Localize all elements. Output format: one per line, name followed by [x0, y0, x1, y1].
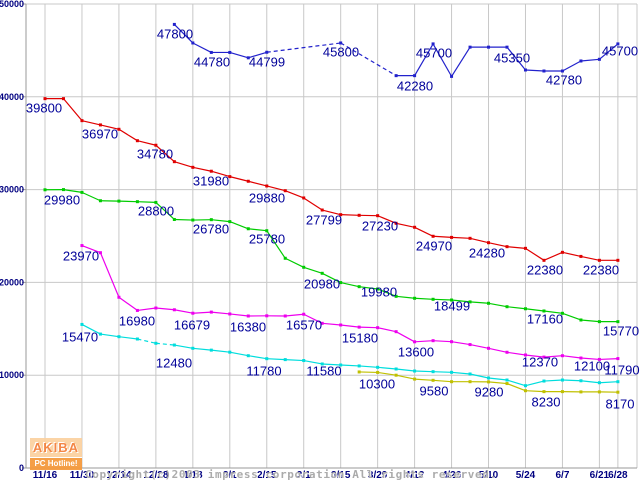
series-olive: 10300 9580 9280 8230 8170 [357, 370, 635, 412]
point-label: 16380 [230, 320, 266, 335]
point-label: 22380 [527, 263, 563, 278]
point-label: 17160 [527, 312, 563, 327]
y-axis-labels: 0 10000 20000 30000 40000 50000 [0, 0, 26, 473]
point-label: 11580 [306, 364, 341, 379]
point-label: 9580 [420, 384, 449, 399]
point-label: 28800 [138, 204, 174, 219]
point-label: 11790 [604, 363, 639, 378]
x-tick-label: 3/1 [297, 470, 311, 480]
point-label: 45800 [323, 45, 359, 60]
series-green: 29980 28800 26780 25780 20980 19980 18499 17160… [43, 188, 639, 339]
point-label: 34780 [137, 147, 173, 162]
akiba-pc-hotline-logo: AKIBA PC Hotline! [30, 438, 82, 470]
x-tick-label: 11/16 [33, 470, 58, 480]
point-label: 25780 [249, 232, 285, 247]
point-label: 44780 [194, 55, 230, 70]
point-label: 12100 [574, 359, 610, 374]
point-label: 15770 [603, 324, 639, 339]
x-tick-label: 2/15 [257, 470, 277, 480]
point-label: 27230 [362, 219, 398, 234]
akiba-logo-title: AKIBA [30, 438, 82, 457]
point-label: 31980 [193, 174, 229, 189]
x-tick-label: 3/29 [368, 470, 388, 480]
point-label: 39800 [26, 101, 62, 116]
series-cyan: 15470 12480 11780 11580 [62, 322, 620, 388]
y-tick-label: 10000 [0, 370, 24, 380]
x-tick-label: 11/30 [70, 470, 95, 480]
point-label: 44799 [249, 55, 285, 70]
x-tick-label: 6/21 [590, 470, 610, 480]
point-label: 36970 [82, 127, 118, 142]
copyright-line-1: Copyright(c)2003 impress corporation All… [85, 468, 497, 480]
point-label: 12480 [156, 356, 192, 371]
series-red: 39800 36970 34780 31980 29880 27799 27230 24970… [26, 97, 620, 278]
x-tick-label: 4/26 [442, 470, 462, 480]
point-label: 16980 [119, 314, 155, 329]
point-label: 22380 [583, 263, 619, 278]
point-label: 29880 [249, 191, 285, 206]
y-tick-label: 50000 [0, 0, 24, 9]
point-label: 20980 [304, 277, 340, 292]
point-label: 26780 [193, 222, 229, 237]
point-label: 45350 [494, 51, 530, 66]
point-label: 24970 [416, 239, 452, 254]
point-label: 45700 [416, 46, 452, 61]
copyright-text: Copyright(c)2003 impress corporation All… [85, 440, 497, 480]
point-label: 16679 [174, 318, 210, 333]
x-tick-label: 4/12 [405, 470, 425, 480]
point-label: 8170 [606, 397, 635, 412]
point-label: 29980 [44, 193, 80, 208]
y-tick-label: 40000 [0, 92, 24, 102]
point-label: 47800 [157, 27, 193, 42]
point-label: 19980 [361, 285, 397, 300]
point-label: 42780 [546, 73, 582, 88]
x-tick-label: 12/28 [143, 470, 168, 480]
axes [25, 4, 637, 469]
point-label: 27799 [306, 213, 342, 228]
x-tick-label: 5/10 [479, 470, 499, 480]
point-label: 42280 [397, 79, 433, 94]
x-tick-label: 2/1 [223, 470, 237, 480]
x-tick-label: 12/14 [106, 470, 131, 480]
y-tick-label: 30000 [0, 185, 24, 195]
series-magenta: 23970 16980 16679 16380 16570 15180 13600 12370… [63, 244, 640, 378]
x-tick-label: 1/18 [183, 470, 203, 480]
point-label: 24280 [469, 246, 505, 261]
x-tick-label: 6/7 [555, 470, 569, 480]
point-label: 15470 [62, 330, 98, 345]
point-label: 15180 [342, 331, 378, 346]
point-label: 18499 [434, 299, 470, 314]
point-label: 16570 [286, 318, 322, 333]
point-label: 12370 [522, 355, 558, 370]
point-label: 10300 [359, 377, 395, 392]
x-tick-label: 3/15 [331, 470, 351, 480]
x-tick-label: 6/28 [608, 470, 628, 480]
y-tick-label: 20000 [0, 277, 24, 287]
point-label: 8230 [532, 395, 561, 410]
x-tick-label: 5/24 [516, 470, 536, 480]
point-label: 11780 [246, 364, 281, 379]
akiba-logo-subtitle: PC Hotline! [30, 457, 82, 470]
point-label: 45700 [602, 44, 638, 59]
point-label: 13600 [398, 345, 434, 360]
point-label: 23970 [63, 249, 99, 264]
x-axis-labels: 11/16 11/30 12/14 12/28 1/18 2/1 2/15 3/1 3/15 3/… [33, 470, 628, 480]
point-label: 9280 [475, 385, 504, 400]
y-tick-label: 0 [19, 463, 24, 473]
